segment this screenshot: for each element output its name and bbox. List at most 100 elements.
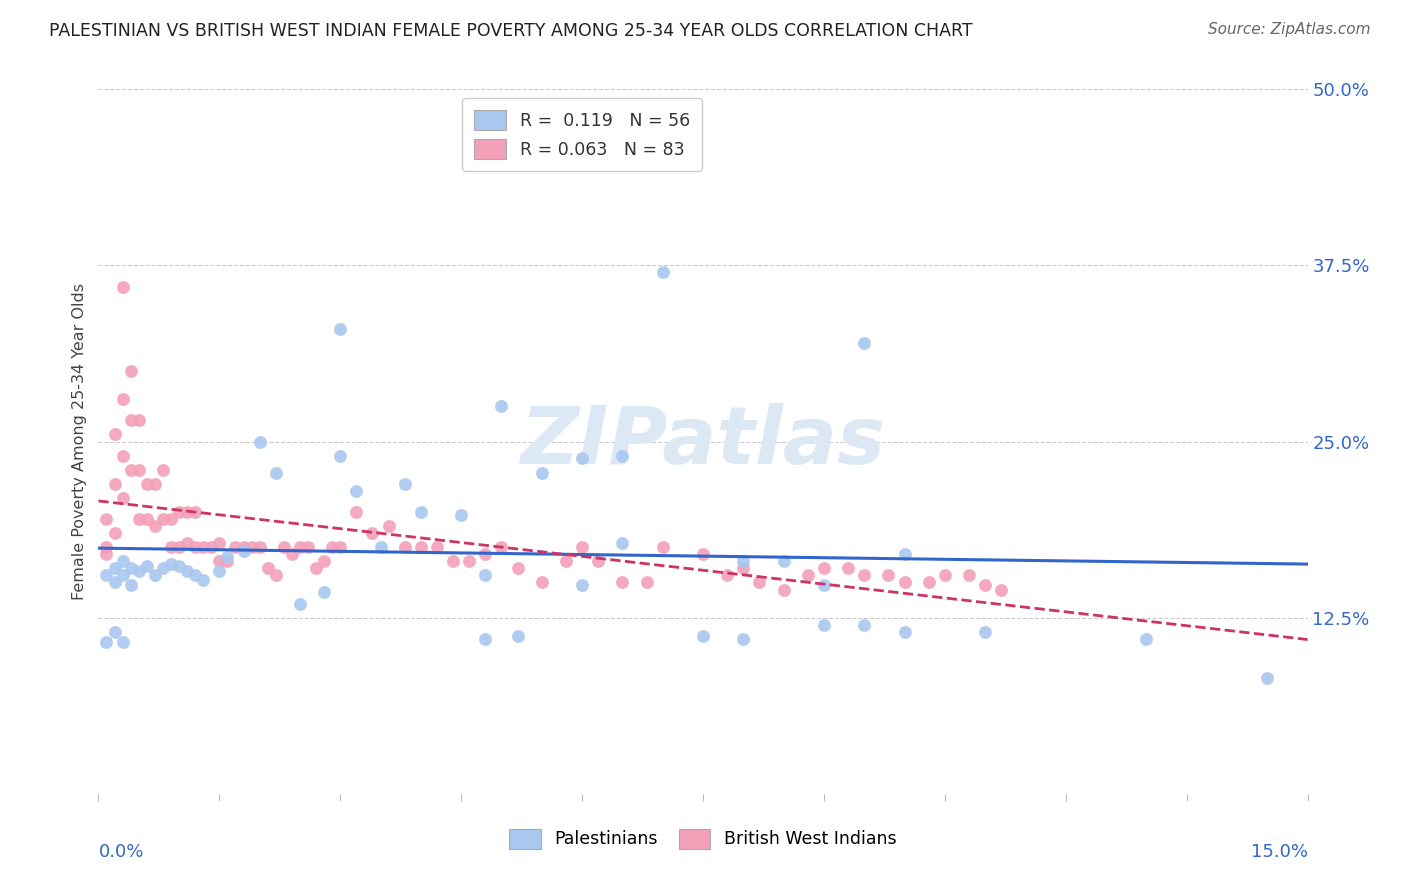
Point bbox=[152, 463, 174, 477]
Point bbox=[733, 561, 755, 575]
Point bbox=[96, 512, 118, 526]
Point bbox=[813, 561, 835, 575]
Point bbox=[813, 617, 835, 632]
Point bbox=[264, 466, 287, 480]
Point bbox=[450, 508, 472, 522]
Point bbox=[716, 568, 738, 582]
Point bbox=[208, 554, 231, 568]
Point bbox=[426, 540, 449, 554]
Point bbox=[748, 575, 770, 590]
Point bbox=[281, 547, 304, 561]
Point bbox=[1256, 671, 1278, 685]
Point bbox=[893, 624, 915, 639]
Point bbox=[506, 629, 529, 643]
Point bbox=[571, 540, 593, 554]
Point bbox=[893, 575, 915, 590]
Point bbox=[957, 568, 980, 582]
Point bbox=[853, 568, 876, 582]
Point bbox=[120, 413, 142, 427]
Point bbox=[506, 561, 529, 575]
Point bbox=[224, 540, 246, 554]
Point bbox=[990, 582, 1012, 597]
Point bbox=[160, 512, 183, 526]
Point bbox=[103, 526, 125, 541]
Point bbox=[120, 561, 142, 575]
Point bbox=[120, 578, 142, 592]
Point bbox=[240, 540, 263, 554]
Point bbox=[918, 575, 941, 590]
Point bbox=[321, 540, 343, 554]
Point bbox=[612, 575, 634, 590]
Text: PALESTINIAN VS BRITISH WEST INDIAN FEMALE POVERTY AMONG 25-34 YEAR OLDS CORRELAT: PALESTINIAN VS BRITISH WEST INDIAN FEMAL… bbox=[49, 22, 973, 40]
Point bbox=[612, 536, 634, 550]
Point bbox=[636, 575, 658, 590]
Point bbox=[128, 564, 150, 578]
Point bbox=[837, 561, 859, 575]
Point bbox=[249, 434, 271, 449]
Point bbox=[152, 561, 174, 575]
Point bbox=[120, 364, 142, 378]
Point bbox=[249, 540, 271, 554]
Point bbox=[1135, 632, 1157, 646]
Point bbox=[96, 540, 118, 554]
Point bbox=[143, 519, 166, 533]
Point bbox=[176, 536, 198, 550]
Point bbox=[193, 573, 215, 587]
Point bbox=[314, 585, 336, 599]
Point bbox=[491, 540, 513, 554]
Point bbox=[128, 463, 150, 477]
Point bbox=[772, 582, 794, 597]
Point bbox=[120, 463, 142, 477]
Point bbox=[256, 561, 278, 575]
Y-axis label: Female Poverty Among 25-34 Year Olds: Female Poverty Among 25-34 Year Olds bbox=[72, 283, 87, 600]
Point bbox=[135, 512, 157, 526]
Point bbox=[208, 564, 231, 578]
Point bbox=[288, 540, 311, 554]
Point bbox=[103, 476, 125, 491]
Point bbox=[128, 512, 150, 526]
Point bbox=[232, 540, 254, 554]
Point bbox=[474, 547, 496, 561]
Point bbox=[111, 392, 134, 407]
Point bbox=[586, 554, 609, 568]
Point bbox=[111, 449, 134, 463]
Point bbox=[111, 634, 134, 648]
Point bbox=[217, 550, 239, 565]
Point bbox=[377, 519, 399, 533]
Text: Source: ZipAtlas.com: Source: ZipAtlas.com bbox=[1208, 22, 1371, 37]
Point bbox=[329, 540, 352, 554]
Point bbox=[200, 540, 222, 554]
Point bbox=[103, 561, 125, 575]
Point bbox=[555, 554, 578, 568]
Point bbox=[893, 547, 915, 561]
Point bbox=[135, 558, 157, 573]
Point bbox=[458, 554, 481, 568]
Point bbox=[409, 540, 432, 554]
Point bbox=[733, 554, 755, 568]
Point bbox=[176, 505, 198, 519]
Point bbox=[361, 526, 384, 541]
Point bbox=[305, 561, 328, 575]
Point bbox=[692, 629, 714, 643]
Point bbox=[176, 564, 198, 578]
Point bbox=[733, 632, 755, 646]
Legend: Palestinians, British West Indians: Palestinians, British West Indians bbox=[502, 822, 904, 855]
Point bbox=[974, 624, 997, 639]
Point bbox=[143, 476, 166, 491]
Point bbox=[217, 554, 239, 568]
Point bbox=[651, 265, 673, 279]
Point bbox=[103, 427, 125, 442]
Text: 15.0%: 15.0% bbox=[1250, 843, 1308, 861]
Point bbox=[273, 540, 295, 554]
Point bbox=[167, 505, 190, 519]
Point bbox=[813, 578, 835, 592]
Point bbox=[208, 536, 231, 550]
Point bbox=[651, 540, 673, 554]
Point bbox=[167, 540, 190, 554]
Point bbox=[772, 554, 794, 568]
Point bbox=[692, 547, 714, 561]
Text: 0.0%: 0.0% bbox=[98, 843, 143, 861]
Point bbox=[934, 568, 956, 582]
Point bbox=[111, 491, 134, 505]
Point bbox=[853, 617, 876, 632]
